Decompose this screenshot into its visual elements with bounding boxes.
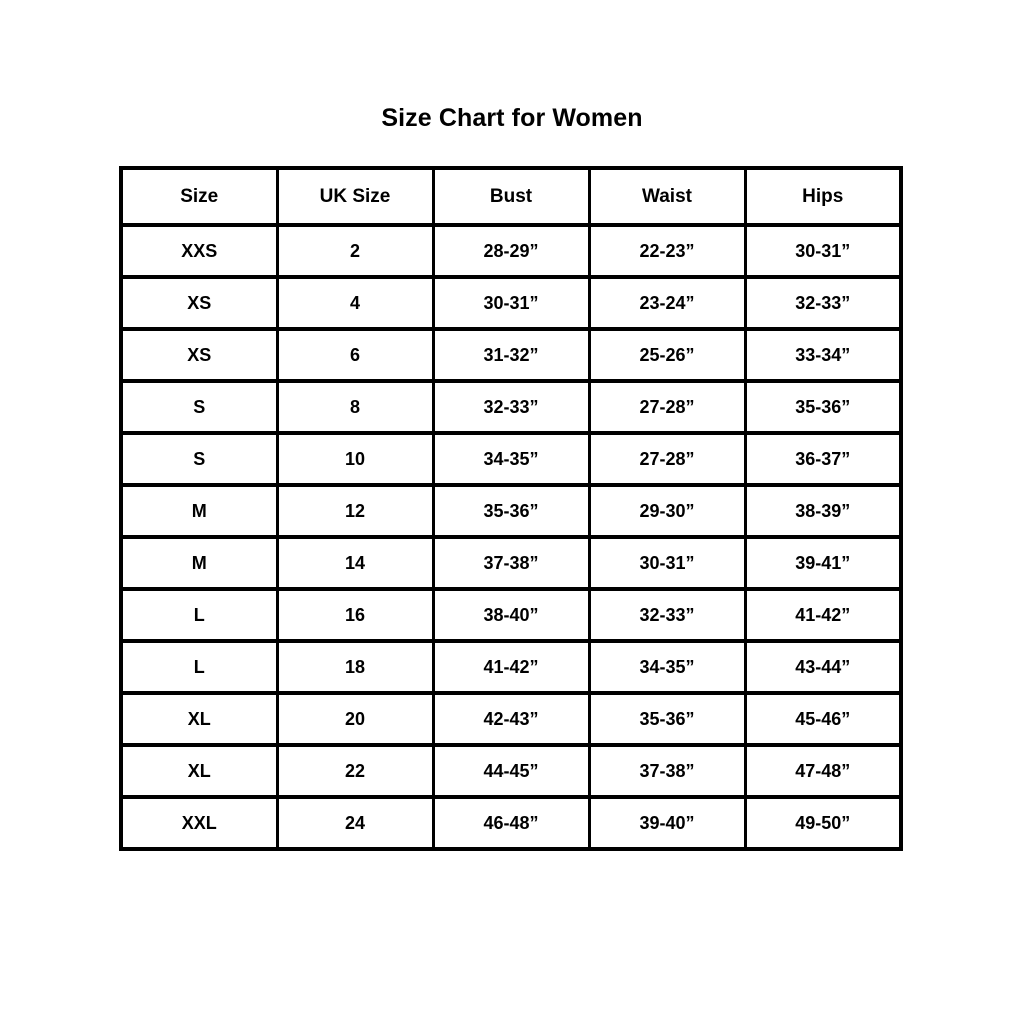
cell-size: XL <box>121 745 279 799</box>
table-header-row: Size UK Size Bust Waist Hips <box>121 168 901 227</box>
cell-bust: 37-38” <box>433 537 591 591</box>
cell-hips: 45-46” <box>745 693 901 747</box>
cell-uk-size: 20 <box>277 693 435 747</box>
column-header-uk-size: UK Size <box>277 168 435 227</box>
cell-bust: 34-35” <box>433 433 591 487</box>
cell-hips: 35-36” <box>745 381 901 435</box>
table-row: XL 20 42-43” 35-36” 45-46” <box>121 693 901 747</box>
cell-bust: 38-40” <box>433 589 591 643</box>
cell-uk-size: 10 <box>277 433 435 487</box>
table-row: XXS 2 28-29” 22-23” 30-31” <box>121 225 901 279</box>
cell-bust: 30-31” <box>433 277 591 331</box>
cell-size: M <box>121 537 279 591</box>
cell-hips: 30-31” <box>745 225 901 279</box>
cell-bust: 35-36” <box>433 485 591 539</box>
table-row: XS 6 31-32” 25-26” 33-34” <box>121 329 901 383</box>
table-row: XL 22 44-45” 37-38” 47-48” <box>121 745 901 799</box>
table-row: M 14 37-38” 30-31” 39-41” <box>121 537 901 591</box>
cell-waist: 27-28” <box>589 433 747 487</box>
size-chart-table: Size UK Size Bust Waist Hips XXS 2 28-29… <box>119 166 903 851</box>
page-title: Size Chart for Women <box>381 104 643 132</box>
cell-bust: 32-33” <box>433 381 591 435</box>
cell-hips: 43-44” <box>745 641 901 695</box>
table-row: L 16 38-40” 32-33” 41-42” <box>121 589 901 643</box>
cell-bust: 42-43” <box>433 693 591 747</box>
cell-waist: 34-35” <box>589 641 747 695</box>
table-row: S 10 34-35” 27-28” 36-37” <box>121 433 901 487</box>
cell-uk-size: 6 <box>277 329 435 383</box>
cell-uk-size: 12 <box>277 485 435 539</box>
cell-bust: 44-45” <box>433 745 591 799</box>
cell-size: L <box>121 641 279 695</box>
cell-uk-size: 14 <box>277 537 435 591</box>
column-header-bust: Bust <box>433 168 591 227</box>
cell-bust: 31-32” <box>433 329 591 383</box>
table-row: XS 4 30-31” 23-24” 32-33” <box>121 277 901 331</box>
cell-waist: 35-36” <box>589 693 747 747</box>
cell-bust: 28-29” <box>433 225 591 279</box>
cell-waist: 32-33” <box>589 589 747 643</box>
cell-waist: 22-23” <box>589 225 747 279</box>
cell-uk-size: 18 <box>277 641 435 695</box>
cell-size: XS <box>121 329 279 383</box>
cell-size: L <box>121 589 279 643</box>
column-header-waist: Waist <box>589 168 747 227</box>
cell-size: S <box>121 433 279 487</box>
cell-size: XL <box>121 693 279 747</box>
size-chart-table-container: Size UK Size Bust Waist Hips XXS 2 28-29… <box>119 166 903 851</box>
table-header: Size UK Size Bust Waist Hips <box>121 168 901 227</box>
cell-bust: 41-42” <box>433 641 591 695</box>
cell-size: XXS <box>121 225 279 279</box>
cell-size: M <box>121 485 279 539</box>
table-row: M 12 35-36” 29-30” 38-39” <box>121 485 901 539</box>
cell-uk-size: 16 <box>277 589 435 643</box>
cell-waist: 23-24” <box>589 277 747 331</box>
cell-hips: 49-50” <box>745 797 901 849</box>
cell-waist: 30-31” <box>589 537 747 591</box>
table-row: L 18 41-42” 34-35” 43-44” <box>121 641 901 695</box>
cell-size: XS <box>121 277 279 331</box>
cell-waist: 25-26” <box>589 329 747 383</box>
table-row: XXL 24 46-48” 39-40” 49-50” <box>121 797 901 849</box>
column-header-hips: Hips <box>745 168 901 227</box>
cell-hips: 47-48” <box>745 745 901 799</box>
cell-size: S <box>121 381 279 435</box>
cell-hips: 39-41” <box>745 537 901 591</box>
table-row: S 8 32-33” 27-28” 35-36” <box>121 381 901 435</box>
cell-hips: 32-33” <box>745 277 901 331</box>
cell-hips: 41-42” <box>745 589 901 643</box>
cell-uk-size: 4 <box>277 277 435 331</box>
cell-hips: 33-34” <box>745 329 901 383</box>
cell-waist: 39-40” <box>589 797 747 849</box>
column-header-size: Size <box>121 168 279 227</box>
cell-size: XXL <box>121 797 279 849</box>
cell-bust: 46-48” <box>433 797 591 849</box>
cell-hips: 36-37” <box>745 433 901 487</box>
table-body: XXS 2 28-29” 22-23” 30-31” XS 4 30-31” 2… <box>121 225 901 849</box>
cell-hips: 38-39” <box>745 485 901 539</box>
cell-uk-size: 2 <box>277 225 435 279</box>
cell-uk-size: 22 <box>277 745 435 799</box>
cell-uk-size: 24 <box>277 797 435 849</box>
cell-waist: 27-28” <box>589 381 747 435</box>
cell-waist: 37-38” <box>589 745 747 799</box>
cell-uk-size: 8 <box>277 381 435 435</box>
cell-waist: 29-30” <box>589 485 747 539</box>
